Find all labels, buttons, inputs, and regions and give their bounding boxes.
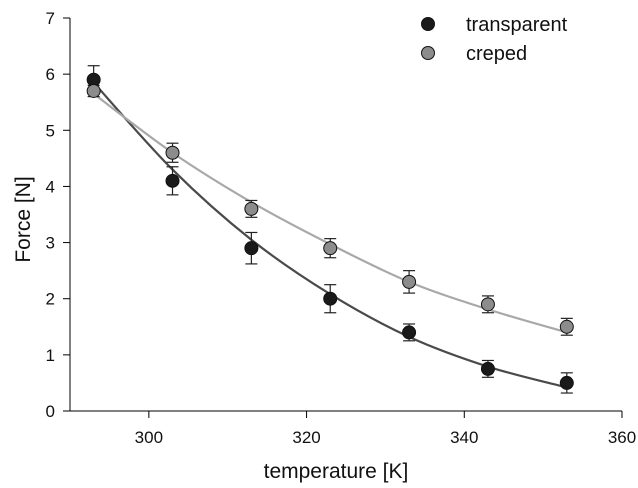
y-tick-label: 7 bbox=[46, 9, 55, 28]
data-markers bbox=[86, 72, 574, 390]
legend-label-creped: creped bbox=[466, 43, 527, 65]
point-creped bbox=[480, 297, 495, 312]
y-tick-label: 0 bbox=[46, 402, 55, 421]
error-bars bbox=[87, 65, 573, 394]
y-tick-label: 5 bbox=[46, 121, 55, 140]
point-transparent bbox=[244, 241, 259, 256]
axis-ticks: 0 1 2 3 4 5 6 7 300 320 340 360 bbox=[46, 9, 637, 447]
fit-line-transparent bbox=[92, 81, 568, 389]
legend-marker-transparent bbox=[421, 17, 435, 31]
x-tick-label: 320 bbox=[292, 428, 320, 447]
fit-lines bbox=[92, 81, 568, 389]
point-creped bbox=[244, 201, 259, 216]
x-axis-title: temperature [K] bbox=[264, 460, 409, 483]
x-tick-label: 360 bbox=[608, 428, 636, 447]
y-tick-label: 1 bbox=[46, 346, 55, 365]
y-axis-title: Force [N] bbox=[12, 176, 35, 262]
point-transparent bbox=[323, 291, 338, 306]
y-tick-label: 3 bbox=[46, 234, 55, 253]
point-creped bbox=[402, 274, 417, 289]
legend: transparent creped bbox=[421, 14, 568, 65]
point-creped bbox=[559, 319, 574, 334]
x-tick-label: 340 bbox=[450, 428, 478, 447]
point-transparent bbox=[165, 173, 180, 188]
x-tick-label: 300 bbox=[135, 428, 163, 447]
legend-label-transparent: transparent bbox=[466, 14, 568, 36]
y-tick-label: 4 bbox=[46, 177, 55, 196]
point-creped bbox=[323, 241, 338, 256]
point-transparent bbox=[480, 361, 495, 376]
point-transparent bbox=[559, 375, 574, 390]
legend-marker-creped bbox=[421, 46, 435, 60]
point-creped bbox=[165, 145, 180, 160]
plot-area bbox=[69, 18, 622, 412]
point-creped bbox=[86, 83, 101, 98]
point-transparent bbox=[402, 325, 417, 340]
y-tick-label: 2 bbox=[46, 290, 55, 309]
y-tick-label: 6 bbox=[46, 65, 55, 84]
